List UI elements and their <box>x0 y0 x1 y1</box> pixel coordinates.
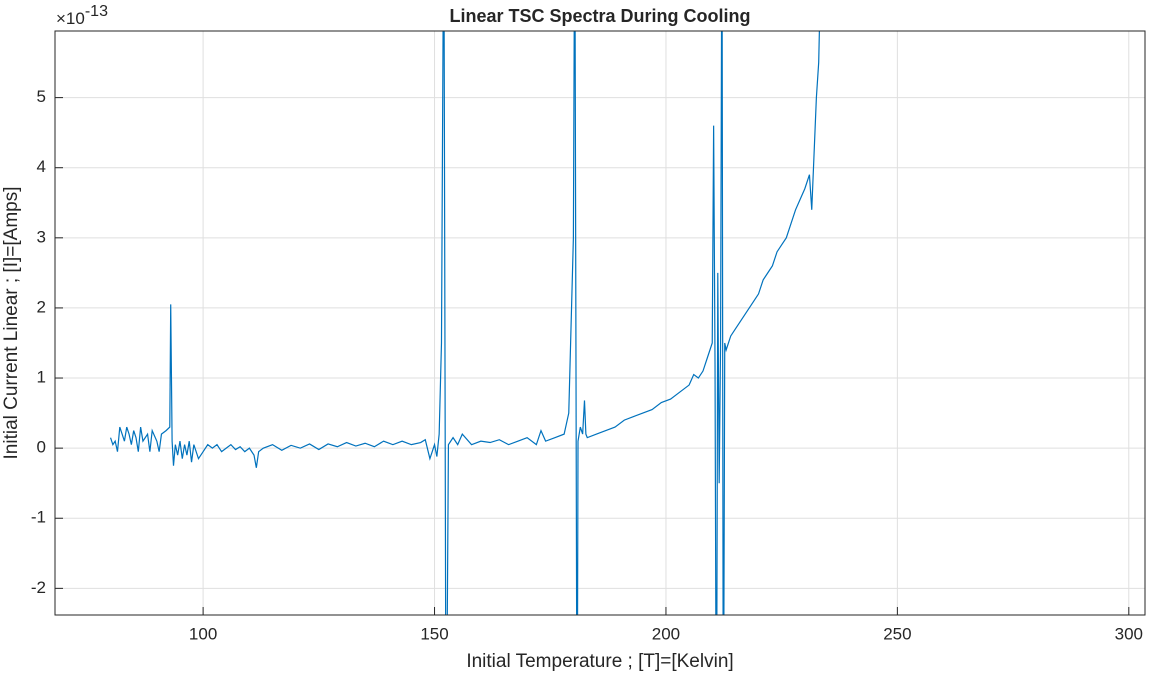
exponent-base: ×10 <box>56 9 85 28</box>
exponent-power: -13 <box>85 3 108 20</box>
y-tick-label: 3 <box>37 227 46 246</box>
chart-title: Linear TSC Spectra During Cooling <box>449 6 750 26</box>
x-tick-label: 100 <box>189 624 217 643</box>
grid <box>55 31 1145 615</box>
x-axis-label: Initial Temperature ; [T]=[Kelvin] <box>466 651 733 672</box>
y-axis-label: Initial Current Linear ; [I]=[Amps] <box>1 187 22 460</box>
x-tick-label: 200 <box>652 624 680 643</box>
x-tick-label: 150 <box>420 624 448 643</box>
lines <box>109 31 820 615</box>
y-tick-label: -2 <box>31 578 46 597</box>
y-exponent: ×10-13 <box>56 3 108 28</box>
y-tick-label: 2 <box>37 297 46 316</box>
y-tick-label: 0 <box>37 438 46 457</box>
x-tick-label: 300 <box>1115 624 1143 643</box>
y-tick-label: -1 <box>31 508 46 527</box>
axes-box <box>54 30 1146 616</box>
data-line <box>109 31 820 615</box>
plot-area <box>55 31 1145 615</box>
y-tick-label: 4 <box>37 157 46 176</box>
y-tick-label: 5 <box>37 87 46 106</box>
y-tick-label: 1 <box>37 368 46 387</box>
x-tick-label: 250 <box>883 624 911 643</box>
